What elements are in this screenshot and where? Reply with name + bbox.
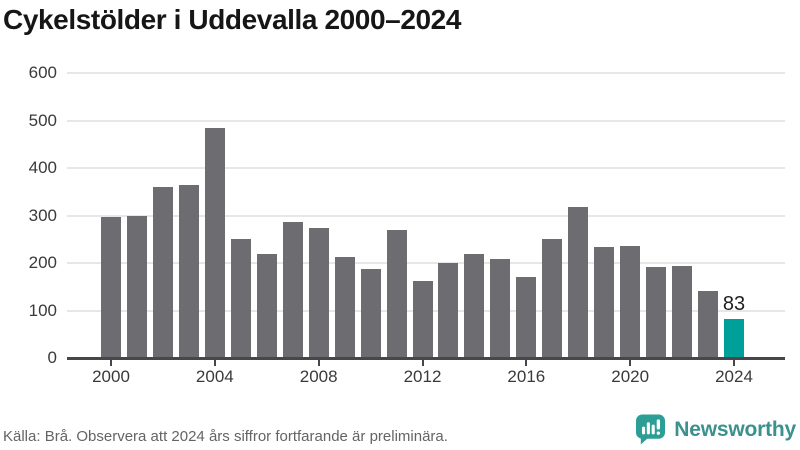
value-label-2024: 83: [722, 292, 746, 315]
x-axis-tick-2012: [421, 360, 424, 366]
bar-2016: [516, 276, 537, 358]
bar-2014: [464, 254, 485, 358]
gridline-600: [67, 72, 785, 74]
y-axis-label-200: 200: [28, 253, 57, 272]
bar-2001: [126, 215, 147, 358]
chart-title: Cykelstölder i Uddevalla 2000–2024: [3, 4, 462, 35]
bar-2017: [542, 238, 563, 358]
bar-2000: [101, 217, 121, 358]
bar-2005: [230, 239, 251, 358]
bar-2007: [282, 221, 303, 358]
x-axis-tick-2000: [110, 360, 112, 366]
bar-2023: [698, 290, 719, 358]
y-axis-label-100: 100: [28, 300, 57, 320]
x-axis-label-2012: 2012: [403, 367, 442, 386]
bar-2018: [568, 207, 589, 358]
x-axis-tick-2016: [525, 360, 528, 366]
gridline-400: [67, 167, 785, 169]
x-axis-tick-2004: [213, 360, 216, 366]
bar-2009: [334, 256, 355, 358]
bar-2002: [152, 187, 173, 358]
x-axis-tick-2024: [733, 360, 735, 366]
x-axis-tick-2020: [629, 360, 632, 366]
x-axis-label-2016: 2016: [507, 367, 546, 386]
gridline-500: [67, 119, 785, 122]
x-axis-label-2024: 2024: [715, 367, 753, 386]
y-axis-label-300: 300: [28, 205, 57, 225]
x-axis-label-2008: 2008: [299, 367, 338, 386]
y-axis-label-400: 400: [28, 158, 57, 177]
bar-2022: [672, 265, 693, 358]
gridline-300: [67, 214, 785, 217]
bar-2020: [620, 245, 641, 358]
gridline-200: [67, 262, 785, 264]
y-axis-label-600: 600: [28, 63, 57, 82]
newsworthy-logo: Newsworthy: [635, 413, 796, 446]
bar-2011: [386, 230, 407, 358]
bar-2003: [178, 184, 199, 358]
newsworthy-speech-bubble-chart-icon: [636, 414, 666, 445]
newsworthy-wordmark: Newsworthy: [674, 417, 796, 441]
y-axis-label-0: 0: [47, 348, 57, 367]
x-axis-label-2020: 2020: [611, 367, 650, 386]
x-axis-tick-2008: [317, 360, 320, 366]
bar-2004: [204, 127, 225, 358]
bar-2021: [646, 267, 667, 358]
x-axis-label-2000: 2000: [92, 367, 130, 386]
y-axis-label-500: 500: [28, 110, 57, 130]
bar-2013: [438, 262, 459, 358]
bar-2008: [308, 228, 329, 358]
bar-2006: [256, 253, 277, 358]
bar-2015: [490, 258, 511, 358]
bar-2024: [724, 318, 744, 358]
bar-2012: [412, 280, 433, 358]
x-axis-line: [67, 357, 785, 360]
bar-2019: [594, 246, 615, 358]
source-note: Källa: Brå. Observera att 2024 års siffr…: [3, 428, 448, 445]
bar-2010: [360, 268, 381, 358]
x-axis-label-2004: 2004: [195, 367, 234, 386]
